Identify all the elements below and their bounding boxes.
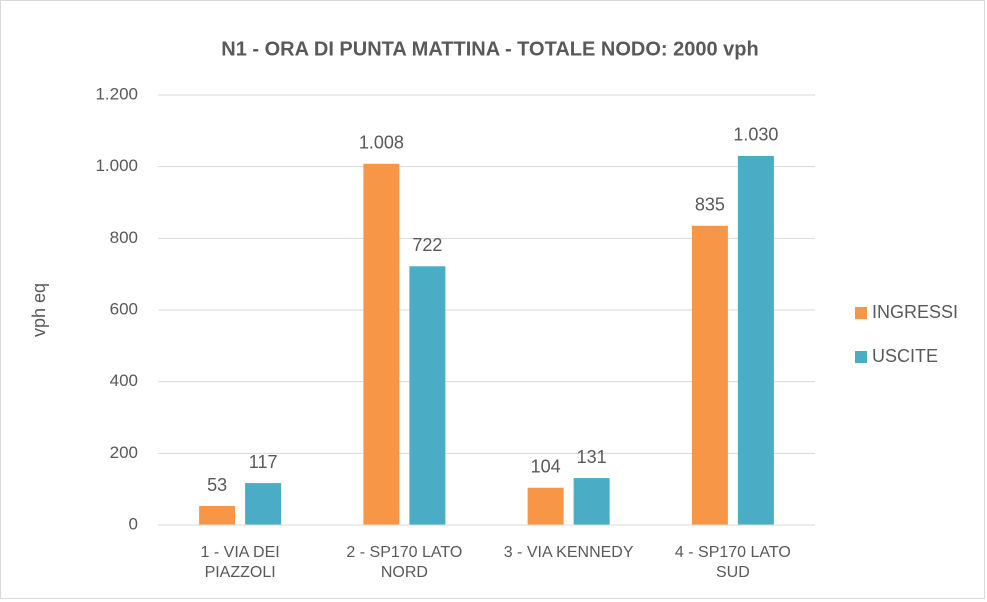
data-label: 722 xyxy=(412,235,442,255)
bar xyxy=(573,478,610,525)
bar xyxy=(737,155,774,525)
y-tick-label: 1.000 xyxy=(95,156,138,175)
data-label: 104 xyxy=(531,456,561,476)
bar xyxy=(363,163,400,526)
data-label: 131 xyxy=(577,447,607,467)
data-label: 1.030 xyxy=(733,125,778,145)
legend-label: USCITE xyxy=(872,346,938,366)
y-tick-label: 800 xyxy=(110,228,138,247)
y-tick-label: 1.200 xyxy=(95,84,138,103)
legend-swatch xyxy=(855,351,867,363)
legend-label: INGRESSI xyxy=(872,302,958,322)
x-tick-label: 3 - VIA KENNEDY xyxy=(503,544,634,561)
bar xyxy=(527,487,564,525)
y-tick-label: 0 xyxy=(129,514,138,533)
data-label: 53 xyxy=(207,475,227,495)
legend-swatch xyxy=(855,307,867,319)
data-label: 117 xyxy=(249,452,278,472)
bar xyxy=(199,506,236,525)
bar xyxy=(409,266,446,525)
y-axis-label: vph eq xyxy=(29,283,49,337)
data-label: 1.008 xyxy=(359,133,404,153)
y-tick-label: 600 xyxy=(110,299,138,318)
x-tick-label: 1 - VIA DEI PIAZZOLI xyxy=(200,544,280,581)
bar xyxy=(245,483,282,525)
bar xyxy=(691,225,728,525)
chart-title: N1 - ORA DI PUNTA MATTINA - TOTALE NODO:… xyxy=(221,38,758,60)
y-tick-label: 400 xyxy=(110,371,138,390)
data-label: 835 xyxy=(695,195,725,215)
y-tick-label: 200 xyxy=(110,443,138,462)
x-tick-label: 2 - SP170 LATO NORD xyxy=(346,544,463,581)
x-tick-label: 4 - SP170 LATO SUD xyxy=(674,544,791,581)
